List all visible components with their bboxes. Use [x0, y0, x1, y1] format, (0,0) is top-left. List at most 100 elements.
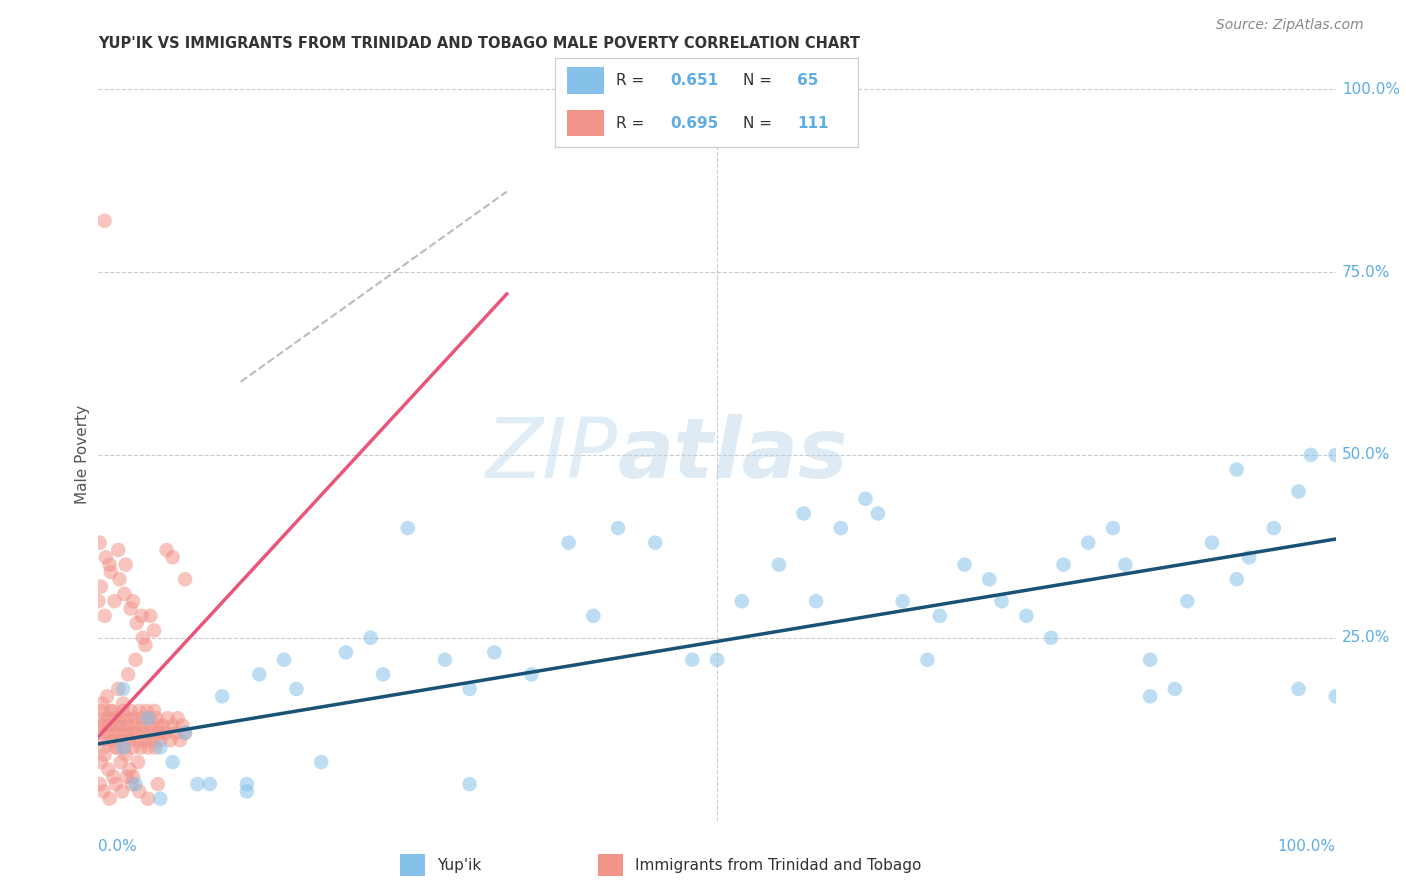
- Point: [91, 704, 114, 718]
- Point: [127, 733, 149, 747]
- Point: [1226, 572, 1249, 586]
- Point: [396, 521, 419, 535]
- Point: [114, 726, 136, 740]
- Point: [172, 718, 194, 732]
- Point: [1299, 448, 1322, 462]
- Point: [149, 733, 172, 747]
- Point: [87, 726, 110, 740]
- Point: [91, 697, 114, 711]
- Point: [309, 755, 332, 769]
- Point: [458, 681, 481, 696]
- Point: [98, 718, 121, 732]
- Point: [135, 704, 157, 718]
- Point: [121, 777, 143, 791]
- Point: [104, 777, 127, 791]
- Point: [855, 491, 877, 506]
- Point: [1201, 535, 1223, 549]
- Point: [112, 740, 135, 755]
- Point: [124, 718, 146, 732]
- Point: [115, 770, 138, 784]
- Point: [98, 558, 121, 572]
- Point: [114, 558, 136, 572]
- Bar: [568, 67, 603, 94]
- Point: [557, 535, 579, 549]
- Point: [1226, 462, 1249, 476]
- Point: [1077, 535, 1099, 549]
- Point: [101, 704, 124, 718]
- Point: [149, 791, 172, 805]
- Point: [1324, 690, 1347, 704]
- Text: 100.0%: 100.0%: [1341, 82, 1400, 96]
- Point: [155, 543, 177, 558]
- Point: [103, 594, 125, 608]
- Point: [103, 711, 125, 725]
- Point: [112, 587, 135, 601]
- Point: [830, 521, 852, 535]
- Point: [117, 718, 139, 732]
- Point: [131, 608, 153, 623]
- Point: [124, 711, 146, 725]
- Point: [148, 726, 170, 740]
- Point: [484, 645, 506, 659]
- Point: [371, 667, 394, 681]
- Point: [143, 740, 166, 755]
- Point: [124, 777, 146, 791]
- Point: [953, 558, 976, 572]
- Point: [120, 704, 142, 718]
- Point: [111, 784, 134, 798]
- Point: [198, 777, 221, 791]
- Text: 0.0%: 0.0%: [98, 838, 138, 854]
- Point: [107, 681, 129, 696]
- Point: [162, 718, 184, 732]
- Point: [101, 733, 124, 747]
- Point: [1288, 681, 1310, 696]
- Point: [804, 594, 827, 608]
- Point: [136, 740, 159, 755]
- Point: [125, 616, 148, 631]
- Point: [149, 740, 172, 755]
- Point: [89, 535, 111, 549]
- Point: [93, 747, 115, 762]
- Point: [155, 726, 177, 740]
- Point: [1040, 631, 1063, 645]
- Point: [108, 711, 131, 725]
- Point: [1052, 558, 1074, 572]
- Point: [141, 726, 163, 740]
- Point: [866, 507, 889, 521]
- Point: [236, 784, 259, 798]
- Text: 50.0%: 50.0%: [1341, 448, 1391, 462]
- Point: [979, 572, 1001, 586]
- Text: Yup'ik: Yup'ik: [437, 858, 481, 872]
- Point: [97, 711, 120, 725]
- Point: [891, 594, 914, 608]
- Text: Source: ZipAtlas.com: Source: ZipAtlas.com: [1216, 18, 1364, 32]
- Point: [211, 690, 233, 704]
- Point: [156, 711, 179, 725]
- Point: [143, 624, 166, 638]
- Point: [112, 740, 135, 755]
- Text: 75.0%: 75.0%: [1341, 265, 1391, 279]
- Point: [103, 770, 125, 784]
- Point: [1102, 521, 1125, 535]
- Point: [114, 747, 136, 762]
- Text: 65: 65: [797, 73, 818, 87]
- Point: [1288, 484, 1310, 499]
- Point: [118, 733, 141, 747]
- Point: [145, 711, 167, 725]
- Point: [793, 507, 815, 521]
- Point: [93, 214, 115, 228]
- Point: [162, 755, 184, 769]
- Text: 0.695: 0.695: [671, 116, 718, 130]
- Point: [108, 572, 131, 586]
- Point: [122, 770, 145, 784]
- Point: [96, 690, 118, 704]
- Point: [131, 711, 153, 725]
- Point: [112, 697, 135, 711]
- Text: 100.0%: 100.0%: [1278, 838, 1336, 854]
- Text: 0.651: 0.651: [671, 73, 718, 87]
- Point: [136, 791, 159, 805]
- Point: [768, 558, 790, 572]
- Point: [120, 601, 142, 615]
- Point: [122, 594, 145, 608]
- Point: [143, 704, 166, 718]
